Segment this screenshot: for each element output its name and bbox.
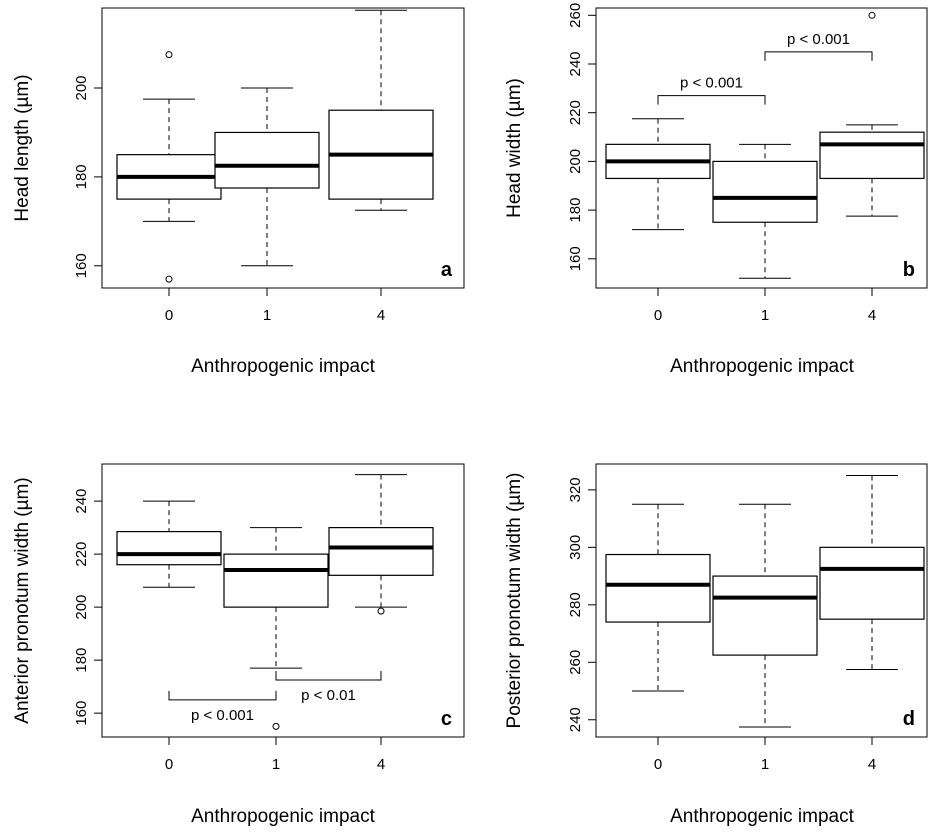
x-axis-label: Anthropogenic impact	[191, 806, 375, 827]
y-tick-label: 180	[567, 198, 584, 223]
box-4	[819, 474, 925, 670]
y-tick-label: 300	[567, 535, 584, 560]
significance-label: p < 0.001	[191, 707, 254, 724]
y-tick-label: 240	[73, 489, 90, 514]
significance-label: p < 0.01	[301, 687, 356, 704]
x-tick-label: 0	[165, 756, 173, 773]
x-tick-label: 4	[377, 756, 385, 773]
x-tick-label: 1	[761, 307, 769, 324]
y-tick-label: 160	[73, 701, 90, 726]
box-0	[116, 51, 222, 283]
plot-frame	[595, 463, 928, 738]
y-axis-label: Head length (µm)	[12, 74, 33, 221]
box-1	[214, 87, 320, 267]
y-tick-label: 320	[567, 477, 584, 502]
y-tick-label: 160	[73, 253, 90, 278]
box-4	[328, 474, 434, 615]
box-0	[116, 500, 222, 588]
significance-bracket: p < 0.001	[657, 75, 766, 105]
box-1	[223, 527, 329, 730]
y-tick-label: 200	[73, 595, 90, 620]
box-1	[712, 143, 818, 279]
y-axis-label: Posterior pronotum width (µm)	[504, 473, 525, 729]
x-axis-label: Anthropogenic impact	[670, 356, 854, 377]
iqr-box	[214, 131, 320, 189]
x-tick-label: 0	[654, 756, 662, 773]
box-4	[328, 9, 434, 211]
bracket-line	[168, 690, 277, 701]
y-tick-label: 240	[567, 707, 584, 732]
iqr-box	[223, 553, 329, 608]
x-tick-label: 4	[868, 756, 876, 773]
panel-d: 240 260 280 300 320 0 1 4 d Anthropogenic impact P…	[504, 463, 928, 827]
y-tick-label: 160	[567, 246, 584, 271]
x-tick-label: 4	[377, 307, 385, 324]
y-tick-label: 200	[567, 149, 584, 174]
y-tick-label: 280	[567, 592, 584, 617]
y-axis-label: Head width (µm)	[504, 78, 525, 218]
iqr-box	[712, 575, 818, 656]
outlier-point	[868, 11, 876, 19]
x-axis-label: Anthropogenic impact	[191, 356, 375, 377]
box-4	[819, 11, 925, 217]
significance-label: p < 0.001	[680, 75, 743, 92]
x-tick-label: 0	[654, 307, 662, 324]
significance-bracket: p < 0.001	[764, 31, 873, 61]
iqr-box	[328, 527, 434, 576]
y-tick-label: 240	[567, 51, 584, 76]
significance-label: p < 0.001	[787, 31, 850, 48]
y-tick-label: 260	[567, 650, 584, 675]
outlier-point	[165, 51, 173, 59]
x-tick-label: 0	[165, 307, 173, 324]
y-tick-label: 200	[73, 75, 90, 100]
outlier-point	[377, 607, 385, 615]
significance-bracket: p < 0.01	[275, 671, 382, 704]
bracket-line	[764, 51, 873, 61]
x-tick-label: 1	[263, 307, 271, 324]
box-1	[712, 503, 818, 728]
outlier-point	[272, 722, 280, 730]
plot-frame	[101, 7, 465, 289]
significance-bracket: p < 0.001	[168, 690, 277, 724]
panel-c: 160 180 200 220 240 0 1 4 p < 0.001 p < 0.01 c Anth…	[12, 463, 465, 827]
iqr-box	[819, 131, 925, 180]
y-tick-label: 180	[73, 648, 90, 673]
panel-letter: c	[441, 708, 452, 730]
y-axis-label: Anterior pronotum width (µm)	[12, 477, 33, 723]
y-tick-label: 220	[567, 100, 584, 125]
panel-a: 160 180 200 0 1 4 a Anthropogenic impact Head le…	[12, 7, 465, 377]
iqr-box	[116, 530, 222, 566]
plot-frame	[101, 463, 465, 738]
x-tick-label: 1	[761, 756, 769, 773]
panel-letter: b	[903, 259, 915, 281]
panel-b: 160 180 200 220 240 260 0 1 4 p < 0.001 p < 0.001 b…	[504, 3, 928, 377]
iqr-box	[712, 160, 818, 223]
y-tick-label: 220	[73, 542, 90, 567]
panel-letter: d	[903, 708, 915, 730]
panel-letter: a	[441, 259, 453, 281]
iqr-box	[605, 553, 711, 623]
y-tick-label: 260	[567, 3, 584, 28]
x-axis-label: Anthropogenic impact	[670, 806, 854, 827]
iqr-box	[819, 546, 925, 620]
bracket-line	[657, 95, 766, 105]
outlier-point	[165, 275, 173, 283]
x-tick-label: 1	[272, 756, 280, 773]
y-tick-label: 180	[73, 164, 90, 189]
box-0	[605, 118, 711, 231]
box-0	[605, 503, 711, 692]
bracket-line	[275, 671, 382, 681]
plot-frame	[595, 7, 928, 289]
x-tick-label: 4	[868, 307, 876, 324]
